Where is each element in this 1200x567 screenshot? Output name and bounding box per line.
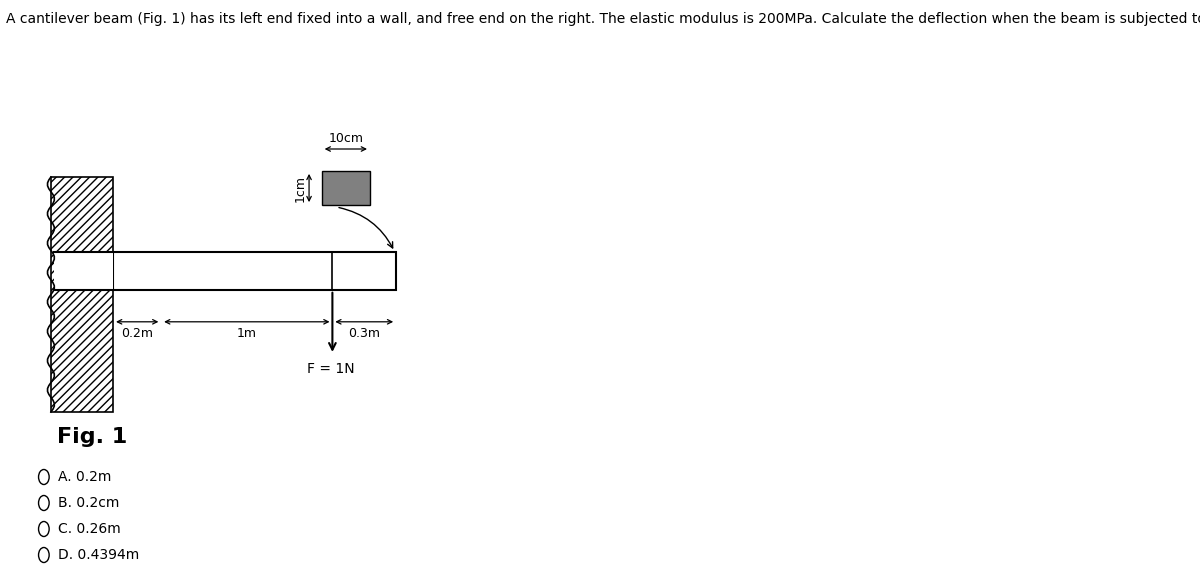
Circle shape [38, 469, 49, 484]
Circle shape [38, 496, 49, 510]
Text: Fig. 1: Fig. 1 [56, 427, 127, 447]
Text: F = 1N: F = 1N [307, 362, 355, 376]
Text: 1cm: 1cm [293, 175, 306, 201]
Circle shape [38, 522, 49, 536]
Text: 1m: 1m [236, 327, 257, 340]
Bar [322, 171, 370, 205]
Text: B. 0.2cm: B. 0.2cm [58, 496, 119, 510]
Circle shape [38, 548, 49, 562]
Text: 10cm: 10cm [329, 132, 364, 145]
Text: 0.3m: 0.3m [348, 327, 380, 340]
Text: 0.2m: 0.2m [121, 327, 154, 340]
Text: A cantilever beam (Fig. 1) has its left end fixed into a wall, and free end on t: A cantilever beam (Fig. 1) has its left … [6, 12, 1200, 26]
Text: C. 0.26m: C. 0.26m [58, 522, 121, 536]
Bar [54, 252, 113, 290]
Bar [50, 177, 113, 412]
Text: D. 0.4394m: D. 0.4394m [58, 548, 139, 562]
Bar [113, 252, 396, 290]
Text: A. 0.2m: A. 0.2m [58, 470, 112, 484]
